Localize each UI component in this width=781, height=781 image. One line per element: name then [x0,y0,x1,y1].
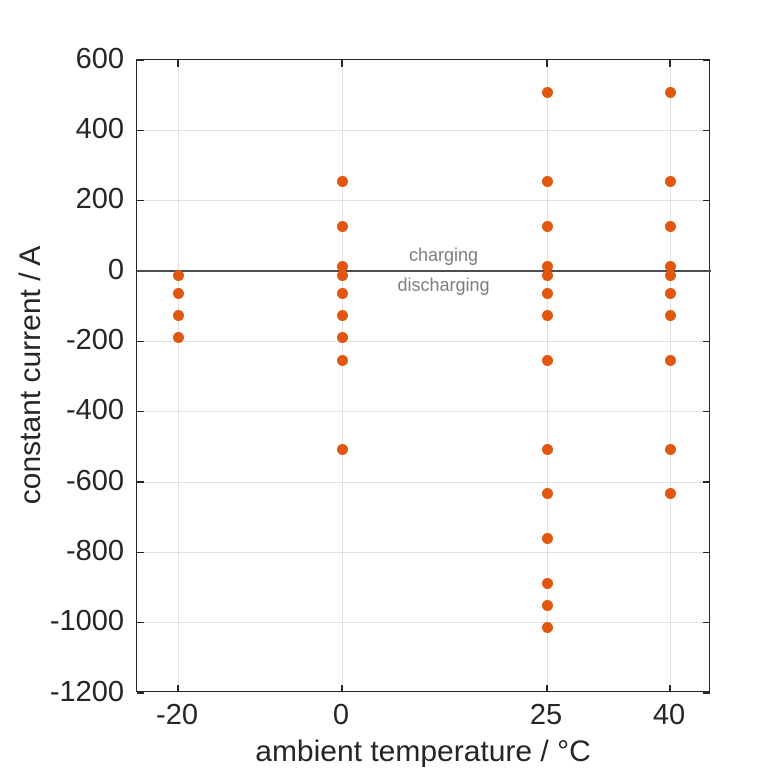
y-tick-label: -1000 [49,605,124,638]
data-point-marker [541,622,553,634]
x-tick-mark-bottom [341,684,343,692]
data-point-marker [664,488,676,500]
data-point-marker [664,287,676,299]
gridline-horizontal [137,551,711,553]
gridline-horizontal [137,481,711,483]
y-tick-label: 200 [75,183,124,216]
gridline-horizontal [137,129,711,131]
data-point-marker [172,332,184,344]
data-point-marker [664,176,676,188]
data-point-marker [336,332,348,344]
data-point-marker [541,577,553,589]
y-tick-label: -1200 [49,675,124,708]
data-point-marker [664,270,676,282]
gridline-vertical [341,60,343,693]
data-point-marker [336,443,348,455]
data-point-marker [541,260,553,272]
y-tick-label: -400 [65,394,124,427]
data-point-marker [336,270,348,282]
data-point-marker [172,287,184,299]
x-tick-mark-top [177,60,179,67]
y-tick-mark-right [702,129,710,132]
x-tick-mark-top [669,60,671,67]
y-tick-mark-left [137,621,144,624]
data-point-marker [664,310,676,322]
y-tick-mark-right [702,59,710,61]
data-point-marker [336,220,348,232]
data-point-marker [541,176,553,188]
gridline-vertical [669,60,671,693]
x-tick-label: 25 [529,699,563,731]
y-tick-label: 0 [107,253,124,286]
y-tick-mark-left [137,481,144,483]
data-point-marker [541,488,553,500]
y-tick-mark-left [137,59,144,61]
gridline-horizontal [137,411,711,413]
y-tick-mark-right [702,692,710,694]
data-point-marker [541,599,553,611]
y-tick-mark-right [702,199,710,202]
gridline-horizontal [137,200,711,202]
discharging-region-label: discharging [397,275,490,295]
y-tick-mark-right [702,481,710,483]
data-point-marker [336,310,348,322]
y-tick-label: 400 [75,112,124,145]
zero-current-line [137,270,711,272]
y-tick-mark-left [137,551,144,554]
x-tick-mark-bottom [546,684,548,692]
data-point-marker [336,287,348,299]
gridline-vertical [177,60,179,693]
x-tick-mark-top [341,60,343,67]
x-tick-label: -20 [156,699,198,731]
y-tick-mark-left [137,340,144,343]
y-tick-label: -200 [65,323,124,356]
data-point-marker [664,443,676,455]
data-point-marker [541,287,553,299]
data-point-marker [541,270,553,282]
data-point-marker [664,87,676,99]
data-point-marker [664,354,676,366]
x-tick-mark-bottom [177,684,179,692]
gridline-vertical [546,60,548,693]
data-point-marker [336,260,348,272]
data-point-marker [664,260,676,272]
x-tick-mark-top [546,60,548,67]
data-point-marker [172,270,184,282]
y-tick-label: -600 [65,464,124,497]
data-point-marker [541,533,553,545]
data-point-marker [172,310,184,322]
data-point-marker [541,220,553,232]
data-point-marker [541,87,553,99]
gridline-horizontal [137,340,711,342]
y-tick-mark-right [702,551,710,554]
y-tick-mark-right [702,340,710,343]
charging-region-label: charging [408,245,479,265]
data-point-marker [541,310,553,322]
data-point-marker [336,176,348,188]
y-tick-mark-left [137,410,144,413]
y-tick-mark-right [702,621,710,624]
y-tick-mark-right [702,410,710,413]
y-tick-mark-left [137,199,144,202]
x-tick-label: 40 [652,699,686,731]
gridline-horizontal [137,622,711,624]
y-tick-mark-left [137,129,144,132]
y-axis-label: constant current / A [14,245,47,505]
y-tick-mark-left [137,692,144,694]
x-axis-label: ambient temperature / °C [255,735,591,768]
data-point-marker [541,354,553,366]
x-tick-mark-bottom [669,684,671,692]
data-point-marker [336,354,348,366]
x-tick-label: 0 [332,699,350,731]
plot-area [136,59,711,694]
data-point-marker [664,220,676,232]
data-point-marker [541,443,553,455]
y-tick-label: -800 [65,534,124,567]
y-tick-label: 600 [75,42,124,75]
